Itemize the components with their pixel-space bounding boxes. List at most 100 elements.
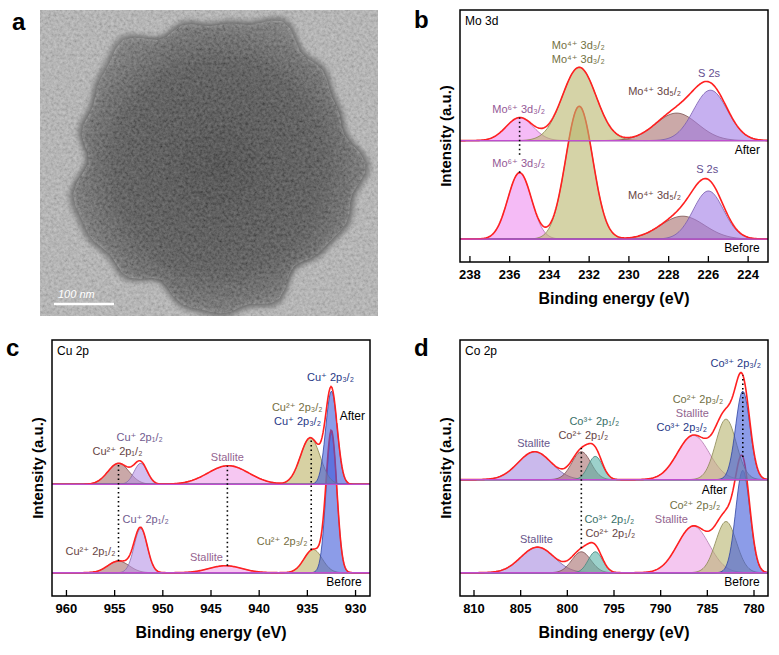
x-tick-label: 950 — [152, 601, 174, 616]
x-tick-label: 945 — [200, 601, 222, 616]
x-tick-label: 238 — [459, 267, 481, 282]
spectrum — [460, 67, 768, 140]
peak-label-group: Co²⁺ 2p₁/₂ — [583, 527, 637, 539]
peak-label: Stallite — [655, 513, 688, 525]
spectrum-name-group: After — [338, 409, 367, 423]
label-patch — [654, 421, 709, 433]
peak-label-group: Mo⁴⁺ 3d₃/₂ — [550, 53, 607, 65]
x-tick — [589, 256, 590, 262]
peak-label: Co²⁺ 2p₁/₂ — [558, 429, 608, 441]
x-tick — [549, 256, 550, 262]
x-tick — [708, 256, 709, 262]
x-tick-label: 805 — [510, 601, 532, 616]
y-axis-title: Intensity (a.u.) — [437, 417, 454, 519]
x-tick — [473, 590, 474, 596]
tem-image: 100 nma — [12, 8, 378, 318]
label-patch — [270, 401, 325, 413]
x-tick-label: 930 — [345, 601, 367, 616]
x-tick-label: 226 — [698, 267, 720, 282]
background-line — [460, 238, 768, 239]
peak-label-group: Cu⁺ 2p₃/₂ — [305, 371, 356, 383]
label-patch — [668, 499, 723, 511]
panel-letter: b — [414, 6, 429, 33]
peak-label: Mo⁶⁺ 3d₃/₂ — [492, 103, 545, 115]
x-tick — [162, 590, 163, 596]
panel-title: Co 2p — [465, 344, 497, 358]
x-tick — [660, 590, 661, 596]
y-axis-title: Intensity (a.u.) — [437, 85, 454, 187]
label-patch — [550, 53, 607, 65]
x-tick — [707, 590, 708, 596]
y-axis-title: Intensity (a.u.) — [29, 417, 46, 519]
fitted-peak — [52, 434, 370, 573]
spectrum-name-group: After — [700, 483, 729, 497]
background-line — [460, 572, 768, 573]
peak-label-group: Co³⁺ 2p₃/₂ — [654, 421, 709, 433]
peak-label: Co³⁺ 2p₁/₂ — [569, 415, 619, 427]
x-tick — [668, 256, 669, 262]
spectrum-name-group: After — [733, 143, 762, 157]
guide-line — [581, 448, 583, 548]
x-tick-label: 230 — [618, 267, 640, 282]
peak-label: Cu⁺ 2p₃/₂ — [307, 371, 354, 383]
label-patch — [490, 103, 547, 115]
x-tick-label: 795 — [603, 601, 625, 616]
peak-label-group: Mo⁶⁺ 3d₃/₂ — [490, 103, 547, 115]
label-patch — [733, 143, 762, 157]
x-tick — [628, 256, 629, 262]
label-patch — [338, 409, 367, 423]
label-patch — [188, 551, 225, 563]
label-patch — [653, 513, 690, 525]
peak-label-group: Stallite — [188, 551, 225, 563]
peak-label-group: Mo⁴⁺ 3d₅/₂ — [626, 189, 683, 201]
peak-label-group: Mo⁴⁺ 3d₃/₂ — [550, 39, 607, 51]
peak-label: Co²⁺ 2p₁/₂ — [585, 527, 635, 539]
plot-frame — [460, 340, 768, 596]
x-tick — [509, 256, 510, 262]
label-patch — [550, 39, 607, 51]
label-patch — [708, 357, 763, 369]
guide-line — [227, 466, 229, 566]
label-patch — [694, 163, 721, 175]
peak-label: Cu⁺ 2p₃/₂ — [274, 415, 321, 427]
x-tick — [66, 590, 67, 596]
image-background — [40, 10, 378, 316]
label-patch — [700, 483, 729, 497]
labels: Cu 2pBeforeAfterCu⁺ 2p₃/₂Cu⁺ 2p₃/₂Cu²⁺ 2… — [57, 344, 367, 589]
fit-envelope — [460, 373, 768, 480]
peak-label: Co³⁺ 2p₃/₂ — [656, 421, 707, 433]
x-tick-label: 236 — [499, 267, 521, 282]
x-axis-title: Binding energy (eV) — [538, 624, 689, 641]
peak-label-group: Cu⁺ 2p₃/₂ — [272, 415, 323, 427]
spectrum-name-group: Before — [324, 575, 364, 589]
panel-title: Mo 3d — [465, 14, 498, 28]
peak-label-group: Stallite — [209, 451, 246, 463]
x-tick — [114, 590, 115, 596]
peak-label: Stallite — [520, 533, 553, 545]
label-patch — [674, 407, 711, 419]
label-patch — [626, 189, 683, 201]
spectrum-name-group: Before — [722, 241, 762, 255]
peak-label: Mo⁴⁺ 3d₃/₂ — [552, 53, 605, 65]
fitted-peak — [460, 419, 768, 480]
plot-frame — [460, 10, 768, 262]
peak-label-group: Stallite — [674, 407, 711, 419]
peak-label-group: Cu⁺ 2p₁/₂ — [115, 431, 165, 443]
x-tick — [355, 590, 356, 596]
peak-label-group: Co²⁺ 2p₃/₂ — [668, 499, 723, 511]
x-tick — [469, 256, 470, 262]
x-tick-label: 810 — [463, 601, 485, 616]
label-patch — [722, 575, 762, 589]
label-patch — [722, 241, 762, 255]
x-tick-label: 785 — [696, 601, 718, 616]
label-patch — [490, 157, 547, 169]
background-line — [460, 140, 768, 141]
x-tick-label: 232 — [578, 267, 600, 282]
label-patch — [671, 393, 726, 405]
plot-frame — [52, 340, 370, 596]
label-patch — [518, 533, 555, 545]
x-tick — [747, 256, 748, 262]
label-patch — [64, 545, 118, 557]
xps-panel: 960955950945940935930Binding energy (eV)… — [6, 334, 370, 641]
guide-line — [742, 375, 744, 457]
